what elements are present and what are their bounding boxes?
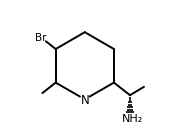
Text: NH₂: NH₂: [122, 114, 143, 124]
Text: Br: Br: [35, 33, 46, 43]
Text: N: N: [80, 94, 89, 107]
